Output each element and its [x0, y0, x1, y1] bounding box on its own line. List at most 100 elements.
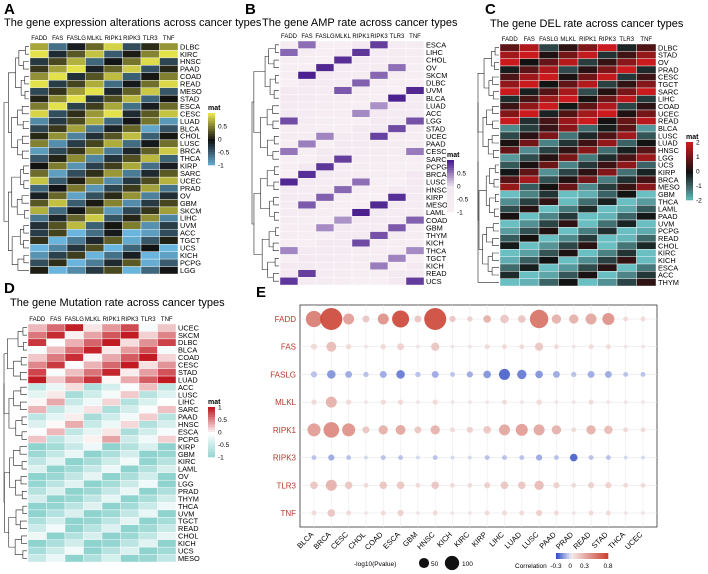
x-axis-cancer-label: KICH [435, 530, 454, 549]
heatmap-cell [27, 331, 47, 340]
heatmap-cell [405, 223, 425, 232]
heatmap-cell [48, 184, 68, 193]
heatmap-cell [369, 147, 389, 156]
dendrogram-branch [23, 180, 29, 189]
heatmap-column-label: TNF [640, 37, 652, 43]
heatmap-cell [66, 169, 86, 178]
legend-color-step [686, 153, 693, 157]
heatmap-column-label: MLKL [87, 36, 103, 42]
heatmap-row-label: PAAD [658, 212, 678, 221]
heatmap-cell [519, 234, 540, 243]
heatmap-cell [597, 73, 618, 81]
dendrogram-branch [253, 71, 266, 133]
heatmap-cell [157, 465, 177, 473]
panel-b-amp-heatmap: B The gene AMP rate across cancer types … [245, 1, 469, 286]
legend-color-step [208, 434, 215, 438]
heatmap-cell [83, 472, 103, 481]
heatmap-cell [577, 256, 598, 265]
heatmap-cell [29, 243, 49, 252]
heatmap-cell [297, 277, 317, 286]
heatmap-cell [279, 94, 299, 103]
heatmap-cell [597, 161, 618, 169]
heatmap-cell [499, 73, 520, 81]
bubble-point [604, 370, 612, 378]
color-legend-step [603, 553, 607, 559]
heatmap-cell [499, 197, 520, 206]
heatmap-cell [297, 269, 317, 278]
heatmap-cell [636, 102, 657, 111]
heatmap-cell [101, 435, 121, 444]
heatmap-cell [519, 205, 540, 213]
heatmap-cell [66, 214, 86, 223]
heatmap-row-label: READ [180, 80, 201, 89]
heatmap-cell [140, 80, 160, 88]
heatmap-cell [157, 494, 177, 503]
heatmap-cell [387, 109, 407, 118]
bubble-point [424, 308, 447, 330]
heatmap-cell [387, 185, 407, 194]
heatmap-cell [519, 183, 540, 191]
panel-e-label: E [256, 284, 266, 301]
heatmap-cell [519, 102, 540, 111]
heatmap-cell [64, 420, 84, 429]
heatmap-row-label: OV [180, 191, 191, 200]
heatmap-cell [29, 251, 49, 260]
heatmap-cell [279, 40, 299, 49]
bubble-point [533, 424, 545, 436]
dendrogram-branch [494, 62, 499, 70]
heatmap-cell [138, 487, 158, 496]
heatmap-cell [48, 199, 68, 208]
heatmap-column-label: RIPK1 [579, 37, 597, 43]
heatmap-cell [64, 487, 84, 496]
heatmap-column-label: RIPK3 [121, 317, 139, 323]
heatmap-cell [120, 353, 140, 362]
legend-color-step [686, 188, 693, 192]
heatmap-cell [351, 155, 371, 164]
heatmap-cell [333, 48, 353, 57]
heatmap-cell [297, 124, 317, 133]
bubble-point [484, 455, 490, 461]
heatmap-cell [157, 472, 177, 481]
heatmap-cell [405, 231, 425, 240]
heatmap-cell [577, 124, 598, 133]
heatmap-cell [66, 266, 86, 275]
heatmap-column-label: TLR3 [619, 37, 634, 43]
heatmap-cell [616, 271, 637, 279]
heatmap-cell [279, 223, 299, 232]
dendrogram-branch [13, 360, 22, 377]
bubble-point [640, 316, 646, 322]
bubble-point [311, 510, 317, 516]
heatmap-cell [351, 162, 371, 171]
heatmap-cell [64, 346, 84, 354]
heatmap-cell [157, 331, 177, 340]
heatmap-row-label: COAD [178, 353, 199, 362]
heatmap-cell [83, 405, 103, 414]
heatmap-cell [103, 236, 123, 245]
heatmap-cell [140, 176, 160, 185]
dendrogram-branch [478, 190, 487, 250]
dendrogram-branch [251, 101, 254, 225]
heatmap-cell [636, 168, 657, 177]
heatmap-cell [279, 239, 299, 248]
heatmap-row-label: HNSC [426, 185, 448, 194]
legend-color-step [208, 123, 215, 127]
heatmap-cell [103, 57, 123, 66]
bubble-point [380, 455, 386, 461]
heatmap-cell [66, 191, 86, 200]
heatmap-cell [333, 63, 353, 72]
heatmap-cell [85, 87, 105, 96]
dendrogram-branch [20, 476, 27, 485]
heatmap-cell [64, 450, 84, 459]
color-legend-step [586, 553, 589, 559]
heatmap-cell [538, 168, 559, 177]
heatmap-cell [597, 205, 618, 213]
heatmap-cell [405, 132, 425, 141]
heatmap-cell [519, 58, 540, 67]
legend-color-step [208, 432, 215, 435]
heatmap-cell [405, 200, 425, 209]
heatmap-cell [159, 117, 179, 126]
heatmap-cell [597, 87, 618, 96]
heatmap-cell [46, 554, 66, 563]
heatmap-cell [636, 95, 657, 103]
heatmap-cell [122, 191, 142, 200]
